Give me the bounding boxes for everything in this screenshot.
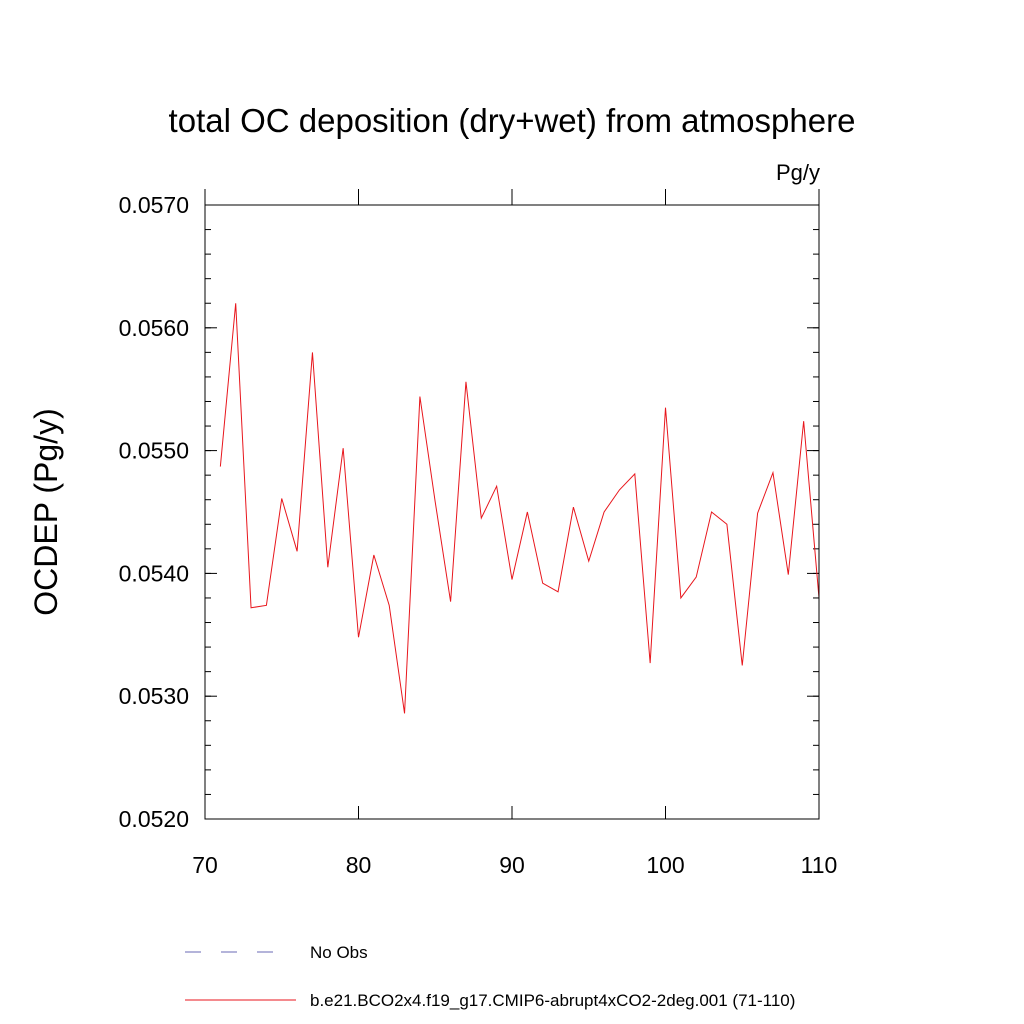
legend-label-no-obs: No Obs: [310, 943, 368, 962]
y-tick-labels: 0.0520 0.0530 0.0540 0.0550 0.0560 0.0570: [119, 192, 189, 832]
x-tick-label: 100: [646, 852, 684, 878]
x-tick-label: 90: [499, 852, 525, 878]
legend: No Obs b.e21.BCO2x4.f19_g17.CMIP6-abrupt…: [185, 943, 795, 1010]
y-axis-label: OCDEP (Pg/y): [28, 408, 64, 615]
series-line-0: [219, 303, 820, 714]
minor-ticks: [205, 204, 819, 820]
units-label: Pg/y: [776, 160, 820, 185]
x-tick-label: 80: [346, 852, 372, 878]
x-tick-label: 70: [192, 852, 218, 878]
y-tick-label: 0.0540: [119, 560, 189, 586]
major-ticks: [204, 189, 820, 820]
y-tick-label: 0.0550: [119, 438, 189, 464]
legend-label-model-run: b.e21.BCO2x4.f19_g17.CMIP6-abrupt4xCO2-2…: [310, 991, 795, 1010]
chart-title: total OC deposition (dry+wet) from atmos…: [169, 102, 856, 139]
plot-frame: [204, 204, 820, 820]
y-tick-label: 0.0560: [119, 315, 189, 341]
y-tick-label: 0.0530: [119, 683, 189, 709]
x-tick-label: 110: [801, 852, 838, 878]
y-tick-label: 0.0520: [119, 806, 189, 832]
y-tick-label: 0.0570: [119, 192, 189, 218]
x-tick-labels: 70 80 90 100 110: [192, 852, 837, 878]
series-layer: [219, 303, 820, 714]
